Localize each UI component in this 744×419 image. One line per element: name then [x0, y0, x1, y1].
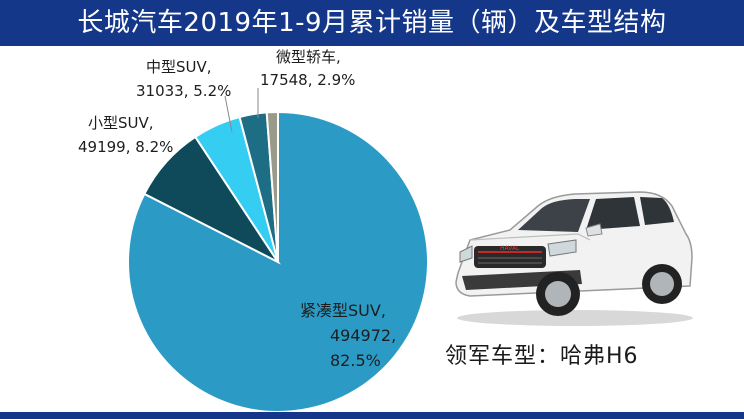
leader-lines: [224, 88, 259, 133]
label-mid-line2: 31033, 5.2%: [136, 82, 231, 100]
label-compact-line2: 494972,: [330, 326, 396, 345]
label-compact-line1: 紧凑型SUV,: [300, 301, 386, 320]
label-mini-line1: 微型轿车,: [276, 48, 341, 66]
pie-chart: 紧凑型SUV, 494972, 82.5% 小型SUV, 49199, 8.2%…: [78, 48, 429, 412]
pie-slices: [127, 110, 429, 412]
label-compact-line3: 82.5%: [330, 351, 381, 370]
chart-title: 长城汽车2019年1-9月累计销量（辆）及车型结构: [77, 8, 667, 38]
pie-slice-4: [265, 110, 279, 263]
leader-line-0: [224, 95, 233, 133]
suv-car-photo: HAVAL: [455, 191, 693, 326]
label-mini-line2: 17548, 2.9%: [260, 71, 355, 89]
title-bar: [0, 0, 744, 46]
bottom-accent-line: [0, 412, 744, 419]
pie-slice-0: [127, 110, 429, 412]
leading-model-caption: 领军车型：哈弗H6: [445, 344, 639, 369]
label-mid-line1: 中型SUV,: [146, 58, 212, 76]
car-logo-text: HAVAL: [500, 245, 520, 252]
label-small-line2: 49199, 8.2%: [78, 138, 173, 156]
label-small-line1: 小型SUV,: [88, 114, 154, 132]
